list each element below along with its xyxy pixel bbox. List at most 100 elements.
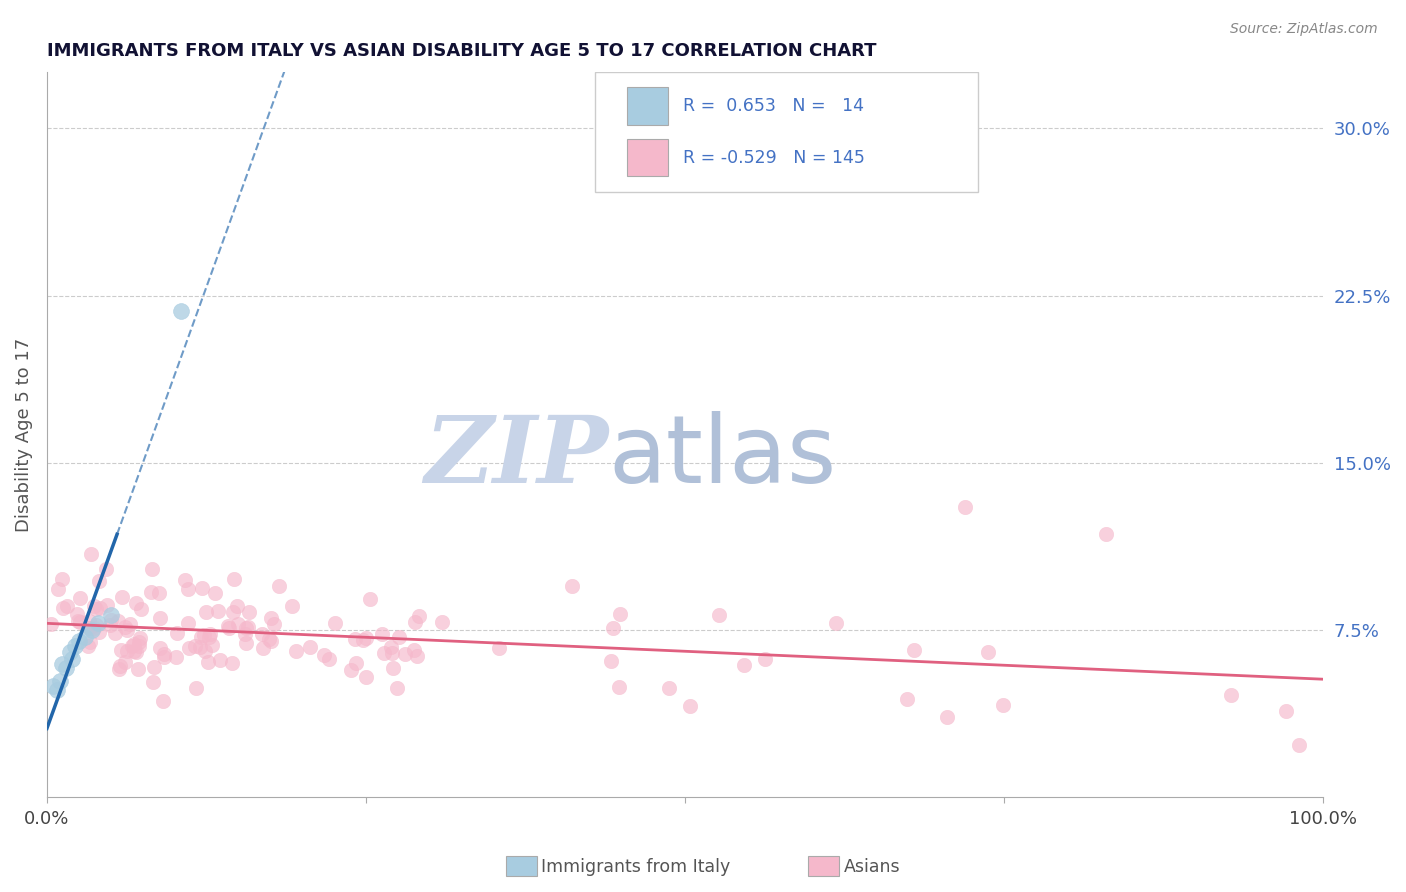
Point	[114, 620, 136, 634]
Point	[104, 625, 127, 640]
Point	[69, 591, 91, 605]
Text: IMMIGRANTS FROM ITALY VS ASIAN DISABILITY AGE 5 TO 17 CORRELATION CHART: IMMIGRANTS FROM ITALY VS ASIAN DISABILIT…	[46, 42, 876, 60]
Point	[201, 638, 224, 652]
Point	[340, 663, 363, 677]
Point	[754, 651, 776, 665]
Point	[142, 675, 165, 690]
Point	[80, 623, 103, 637]
FancyBboxPatch shape	[595, 72, 979, 192]
Point	[77, 621, 100, 635]
Point	[46, 582, 69, 597]
Point	[51, 572, 73, 586]
Point	[84, 602, 107, 616]
Point	[191, 582, 214, 596]
Point	[179, 640, 201, 655]
Point	[87, 616, 110, 631]
Point	[1274, 704, 1296, 718]
Point	[139, 584, 162, 599]
Point	[148, 586, 170, 600]
Point	[208, 653, 231, 667]
Point	[128, 639, 150, 653]
Point	[250, 627, 273, 641]
Point	[143, 659, 166, 673]
Point	[385, 681, 408, 695]
Point	[238, 605, 260, 619]
Point	[55, 661, 77, 675]
Point	[129, 631, 152, 645]
Point	[238, 620, 260, 634]
Point	[177, 582, 200, 596]
Point	[80, 547, 103, 561]
Point	[87, 624, 110, 639]
Point	[354, 632, 377, 646]
Point	[122, 644, 145, 658]
Point	[117, 623, 139, 637]
Point	[177, 616, 200, 631]
Point	[170, 304, 193, 318]
Point	[222, 572, 245, 586]
Text: ZIP: ZIP	[425, 412, 609, 501]
Point	[609, 607, 631, 621]
Point	[599, 654, 621, 668]
Text: R = -0.529   N = 145: R = -0.529 N = 145	[683, 149, 865, 167]
Point	[48, 674, 70, 689]
Point	[83, 599, 105, 613]
Point	[87, 574, 110, 589]
Point	[152, 694, 174, 708]
Point	[188, 640, 211, 654]
Point	[141, 562, 163, 576]
Point	[174, 573, 197, 587]
Point	[1094, 527, 1116, 541]
Point	[235, 636, 257, 650]
Point	[260, 633, 283, 648]
Point	[314, 648, 336, 662]
Point	[149, 611, 172, 625]
Point	[193, 628, 215, 642]
Point	[359, 592, 381, 607]
Point	[66, 607, 89, 621]
Point	[935, 710, 957, 724]
Point	[63, 639, 86, 653]
Point	[190, 630, 212, 644]
Point	[388, 630, 411, 644]
Point	[60, 652, 83, 666]
Point	[955, 500, 977, 515]
Point	[194, 644, 217, 658]
Point	[39, 617, 62, 632]
Point	[657, 681, 679, 696]
Point	[344, 656, 367, 670]
Point	[1220, 688, 1243, 702]
Point	[83, 621, 105, 635]
Point	[373, 646, 395, 660]
Point	[344, 632, 367, 646]
Point	[186, 681, 208, 695]
Point	[84, 617, 107, 632]
Point	[52, 601, 75, 615]
Point	[221, 656, 243, 670]
Point	[318, 652, 340, 666]
Point	[267, 579, 290, 593]
Point	[430, 615, 453, 629]
Point	[561, 579, 583, 593]
Text: Asians: Asians	[844, 858, 900, 876]
Point	[381, 646, 404, 660]
Point	[394, 647, 416, 661]
Point	[198, 630, 221, 644]
Point	[260, 610, 283, 624]
Point	[108, 662, 131, 676]
Point	[120, 616, 142, 631]
Point	[380, 640, 402, 655]
Y-axis label: Disability Age 5 to 17: Disability Age 5 to 17	[15, 338, 32, 532]
Point	[67, 615, 90, 629]
Point	[217, 618, 239, 632]
Point	[896, 691, 918, 706]
Point	[121, 639, 143, 653]
Point	[55, 599, 77, 613]
Point	[1288, 738, 1310, 752]
Point	[129, 602, 152, 616]
Point	[226, 599, 249, 613]
Point	[184, 639, 207, 653]
Point	[77, 640, 100, 654]
Point	[402, 643, 425, 657]
Point	[166, 626, 188, 640]
